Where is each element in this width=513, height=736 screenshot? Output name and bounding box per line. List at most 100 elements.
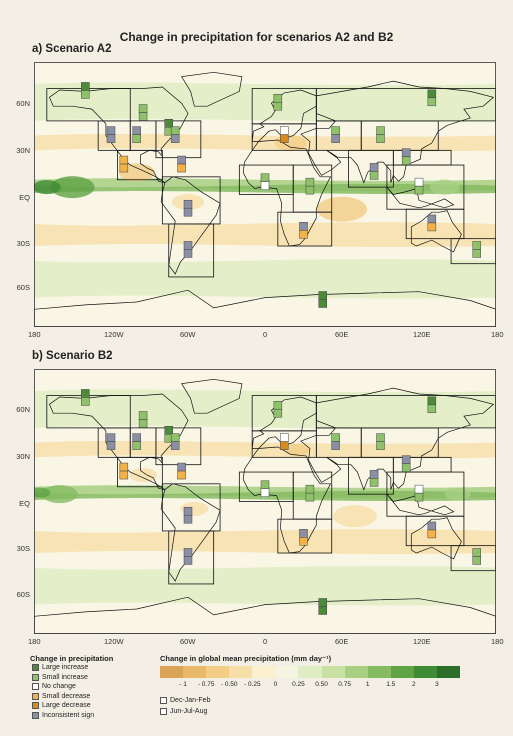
marker-djf xyxy=(401,148,411,157)
region-box xyxy=(97,427,131,458)
region-box xyxy=(117,456,163,488)
region-marker xyxy=(280,433,289,450)
colorbar-swatch xyxy=(367,666,392,678)
marker-jja xyxy=(260,181,270,190)
region-marker xyxy=(106,433,116,450)
figure-title: Change in precipitation for scenarios A2… xyxy=(119,30,394,44)
lon-label-0-b: 0 xyxy=(263,637,268,646)
continent-outline-africa xyxy=(242,446,332,554)
marker-jja xyxy=(299,537,308,546)
lat-label-eq: EQ xyxy=(19,193,30,202)
region-marker xyxy=(260,480,270,497)
map-panel-b xyxy=(34,369,496,634)
marker-djf xyxy=(164,426,173,435)
marker-jja xyxy=(427,404,437,414)
marker-djf xyxy=(305,484,315,494)
precip-blob xyxy=(41,485,78,504)
marker-jja xyxy=(369,478,379,487)
season-label-jja: Jun-Jul-Aug xyxy=(170,708,208,715)
precip-band xyxy=(34,566,496,606)
marker-djf xyxy=(401,455,411,464)
continent-outline-greenland xyxy=(181,71,243,107)
marker-djf xyxy=(305,177,315,187)
region-marker xyxy=(183,548,193,565)
season-key-djf: Dec-Jan-Feb xyxy=(160,697,210,704)
marker-djf xyxy=(280,126,289,135)
marker-djf xyxy=(81,389,90,398)
marker-jja xyxy=(273,408,283,418)
region-marker xyxy=(414,484,424,502)
continent-outline-antarctica xyxy=(34,596,496,634)
colorbar-tick-label: - 0.50 xyxy=(220,681,238,688)
marker-djf xyxy=(427,396,437,406)
marker-jja xyxy=(183,514,193,524)
lon-label-60e: 60E xyxy=(335,330,349,339)
region-box xyxy=(277,518,333,554)
region-box xyxy=(168,530,215,585)
marker-djf xyxy=(183,506,193,516)
marker-djf xyxy=(331,433,340,442)
region-marker xyxy=(138,411,148,428)
precip-blob xyxy=(34,180,61,195)
marker-jja xyxy=(318,299,327,308)
precip-band xyxy=(34,389,496,429)
precip-blob xyxy=(285,443,310,456)
region-box xyxy=(97,120,131,151)
region-marker xyxy=(132,433,141,450)
region-marker xyxy=(119,155,129,173)
precip-band xyxy=(34,259,496,299)
marker-jja xyxy=(331,441,340,450)
marker-jja xyxy=(177,163,186,173)
region-marker xyxy=(318,291,327,308)
region-marker xyxy=(401,455,411,472)
colorbar-swatch xyxy=(206,666,230,678)
region-marker xyxy=(177,155,186,173)
panel-a-label: a) Scenario A2 xyxy=(32,43,112,55)
map-frame xyxy=(34,369,496,634)
colorbar-swatch xyxy=(321,666,346,678)
marker-jja xyxy=(170,134,180,143)
colorbar-swatch xyxy=(275,666,299,678)
marker-djf xyxy=(119,155,129,165)
colorbar-swatch xyxy=(436,666,461,678)
region-marker xyxy=(376,126,385,143)
precip-blob xyxy=(444,487,471,501)
colorbar-tick-label: - 0.75 xyxy=(197,681,215,688)
region-marker xyxy=(119,462,129,480)
season-label-djf: Dec-Jan-Feb xyxy=(170,697,211,704)
marker-jja xyxy=(260,488,270,497)
marker-jja xyxy=(132,441,141,450)
lon-label-120e-b: 120E xyxy=(413,637,431,646)
colorbar-tick-label: 0 xyxy=(273,681,278,688)
precip-band xyxy=(34,222,496,248)
region-marker xyxy=(260,173,270,190)
precip-blob xyxy=(332,505,377,528)
lat-label-30s: 30S xyxy=(16,239,30,248)
marker-jja xyxy=(472,249,481,258)
marker-djf xyxy=(170,433,180,442)
marker-djf xyxy=(376,126,385,135)
marker-jja xyxy=(81,397,90,406)
lon-label-180w: 180 xyxy=(28,330,41,339)
region-marker xyxy=(305,177,315,195)
legend-swatch xyxy=(32,702,39,709)
marker-jja xyxy=(119,163,129,173)
marker-djf xyxy=(331,126,340,135)
legend-label: Large increase xyxy=(42,664,89,671)
marker-djf xyxy=(138,411,148,420)
marker-jja xyxy=(119,470,129,480)
colorbar xyxy=(160,666,461,678)
marker-jja xyxy=(299,230,308,239)
legend-label: Small decrease xyxy=(42,692,91,700)
marker-djf xyxy=(177,155,186,165)
marker-djf xyxy=(183,199,193,209)
marker-djf xyxy=(414,177,424,187)
region-box xyxy=(450,545,496,572)
colorbar-tick-label: 0.25 xyxy=(292,681,305,688)
region-marker xyxy=(177,462,186,480)
colorbar-tick-label: 3 xyxy=(435,681,439,688)
legend-item: Small increase xyxy=(32,673,88,681)
precip-blob xyxy=(429,179,460,195)
continent-outline-australia xyxy=(410,210,462,253)
lat-label-60n: 60N xyxy=(16,99,30,108)
